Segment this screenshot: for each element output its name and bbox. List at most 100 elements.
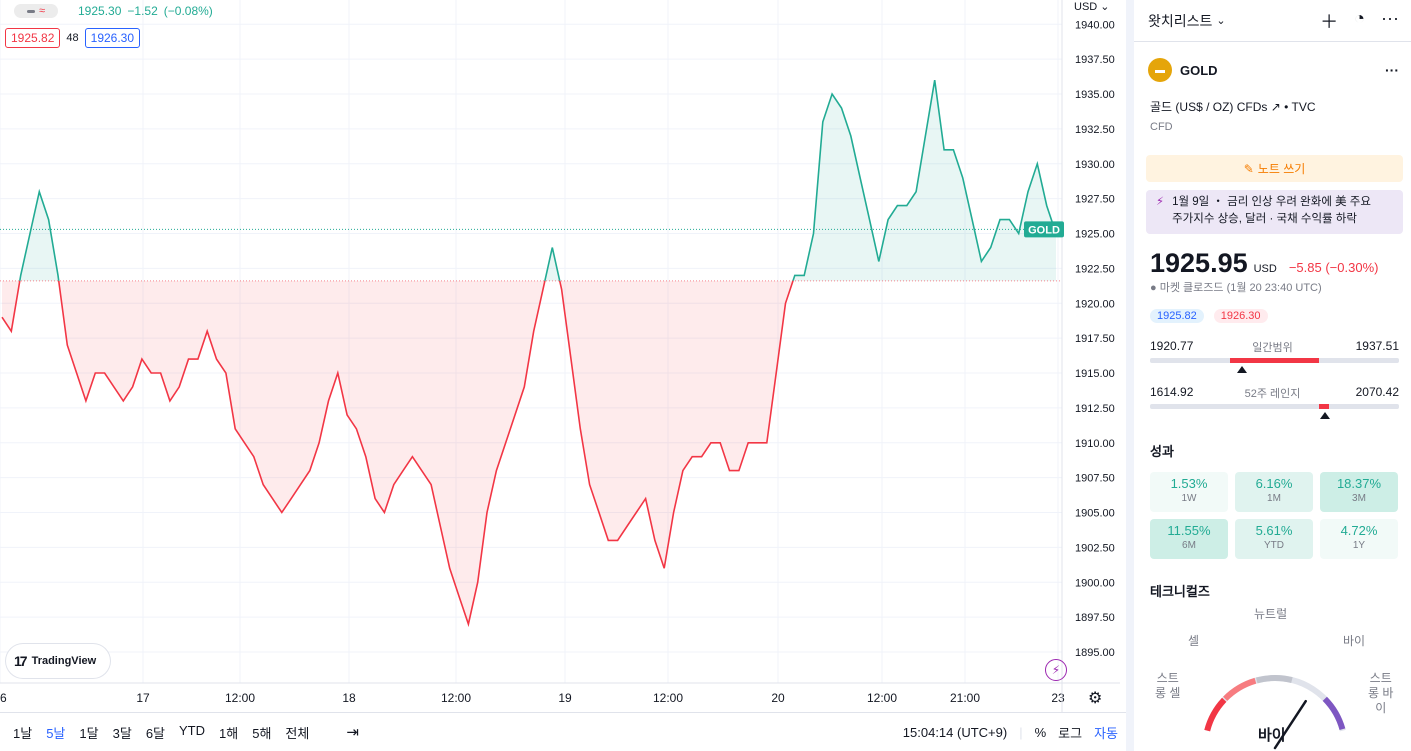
technicals-title[interactable]: 테크니컬즈 xyxy=(1150,584,1210,599)
gauge-neutral: 뉴트럴 xyxy=(1254,607,1288,621)
range-button[interactable]: 3달 xyxy=(112,725,132,741)
range-button[interactable]: 6달 xyxy=(145,725,166,741)
series-line-down xyxy=(1,280,794,628)
chart-area[interactable]: 1940.00 1937.50 1935.00 1932.50 1930.00 1927.… xyxy=(0,0,1120,712)
performance-label: 6M xyxy=(1182,540,1196,551)
add-icon[interactable]: ＋ xyxy=(1320,12,1339,32)
bid-box[interactable]: 1925.82 xyxy=(5,28,61,48)
week-range-track xyxy=(1150,404,1399,409)
symbol-desc-text[interactable]: 골드 (US$ / OZ) CFDs xyxy=(1150,100,1268,114)
performance-value: 11.55% xyxy=(1167,523,1211,538)
range-button[interactable]: 1날 xyxy=(13,725,33,741)
legend-price: 1925.30 xyxy=(78,4,122,18)
clock[interactable]: 15:04:14 (UTC+9) xyxy=(902,724,1008,740)
x-tick-label: 21:00 xyxy=(950,691,980,705)
gauge-segment xyxy=(1223,677,1257,701)
gauge-strong-buy-2: 롱 바 xyxy=(1368,686,1394,700)
day-range-marker xyxy=(1237,366,1248,373)
gear-icon[interactable]: ⚙ xyxy=(1088,690,1103,707)
gauge-strong-sell: 스트 롱 셀 xyxy=(1155,671,1180,701)
price-currency: USD xyxy=(1253,263,1277,275)
technicals-gauge xyxy=(1204,675,1346,750)
sidebar-bid: 1925.82 xyxy=(1150,309,1204,323)
performance-cell[interactable]: 11.55% 6M xyxy=(1150,519,1228,559)
day-range: 1920.77 1937.51 일간범위 xyxy=(1134,333,1411,379)
chevron-down-icon[interactable]: ⌄ xyxy=(1216,15,1226,27)
lightning-icon[interactable]: ⚡ xyxy=(1045,659,1067,681)
range-button[interactable]: YTD xyxy=(179,722,206,738)
performance-cell[interactable]: 6.16% 1M xyxy=(1235,472,1313,512)
y-tick-label: 1940.00 xyxy=(1075,19,1115,31)
gauge-needle xyxy=(1273,699,1307,750)
bolt-icon: ⚡ xyxy=(1156,196,1165,208)
price-chart[interactable]: 1940.00 1937.50 1935.00 1932.50 1930.00 1927.… xyxy=(0,0,1120,712)
performance-value: 18.37% xyxy=(1336,476,1382,491)
week-range-label: 52주 레인지 xyxy=(1244,388,1301,400)
exchange-name: TVC xyxy=(1291,100,1316,114)
news-line-2: 주가지수 상승, 달러 · 국채 수익률 하락 xyxy=(1172,213,1357,225)
tv-logo-icon: 17 xyxy=(14,653,28,669)
market-time: (1월 20 23:40 UTC) xyxy=(1226,282,1322,294)
write-note-label: 노트 쓰기 xyxy=(1257,162,1306,176)
range-button[interactable]: 5해 xyxy=(252,725,272,741)
symbol-more-icon[interactable]: ··· xyxy=(1385,62,1399,78)
y-tick-label: 1897.50 xyxy=(1075,612,1115,624)
calendar-icon[interactable]: ⇥ xyxy=(346,724,359,741)
x-tick-label: 20 xyxy=(771,691,785,705)
price-row: 1925.95 USD −5.85 (−0.30%) xyxy=(1134,234,1411,279)
legend-toggle[interactable]: ≈ xyxy=(14,4,58,18)
range-button[interactable]: 전체 xyxy=(285,725,310,741)
y-tick-label: 1937.50 xyxy=(1075,54,1115,66)
percent-toggle[interactable]: % xyxy=(1034,724,1047,740)
log-toggle[interactable]: 로그 xyxy=(1058,725,1083,741)
axis-currency[interactable]: USD ⌄ xyxy=(1074,1,1110,13)
day-range-fill xyxy=(1229,358,1320,363)
legend-change-pct: (−0.08%) xyxy=(163,4,213,18)
minus-icon xyxy=(26,9,35,13)
auto-toggle[interactable]: 자동 xyxy=(1094,725,1118,741)
bottom-toolbar: 1날 5날 1달 3달 6달 YTD 1해 5해 전체 ⇥ 15:04:14 (UTC+9) |… xyxy=(0,712,1126,751)
x-tick-label: 17 xyxy=(136,691,150,705)
range-button[interactable]: 1달 xyxy=(79,725,99,741)
performance-title: 성과 xyxy=(1150,444,1174,459)
news-item[interactable]: ⚡ 1월 9일 ・ 금리 인상 우려 완화에 美 주요 주가지수 상승, 달러 … xyxy=(1146,190,1403,234)
tradingview-logo[interactable]: 17 TradingView xyxy=(6,644,110,678)
y-tick-label: 1927.50 xyxy=(1075,194,1115,206)
more-icon[interactable]: ··· xyxy=(1381,8,1399,28)
pie-chart-icon[interactable]: ◔ xyxy=(1354,8,1366,28)
day-high: 1937.51 xyxy=(1355,339,1399,353)
performance-cell[interactable]: 18.37% 3M xyxy=(1320,472,1398,512)
performance-label: 1Y xyxy=(1352,540,1366,551)
performance-label: 1W xyxy=(1181,493,1197,504)
watchlist-title[interactable]: 왓치리스트 xyxy=(1148,12,1213,29)
x-tick-label: 23 xyxy=(1051,691,1065,705)
bid-ask-legend: 1925.82 48 1926.30 xyxy=(5,28,141,48)
gauge-buy: 바이 xyxy=(1343,634,1366,648)
market-dot-icon: ● xyxy=(1150,282,1157,294)
gauge-strong-buy-3: 이 xyxy=(1375,701,1387,715)
area-fill-down xyxy=(2,280,1056,625)
market-status: ● 마켓 클로즈드 (1월 20 23:40 UTC) xyxy=(1134,279,1411,295)
ask-box[interactable]: 1926.30 xyxy=(84,28,141,48)
performance-cell[interactable]: 4.72% 1Y xyxy=(1320,519,1398,559)
range-button[interactable]: 5날 xyxy=(46,725,66,741)
performance-cell[interactable]: 5.61% YTD xyxy=(1235,519,1313,559)
performance-cell[interactable]: 1.53% 1W xyxy=(1150,472,1228,512)
pencil-icon: ✎ xyxy=(1243,161,1254,176)
performance-grid: 1.53% 1W 6.16% 1M 18.37% 3M 11.55% 6M 5.61% YTD 4.… xyxy=(1134,460,1411,559)
panel-splitter[interactable] xyxy=(1126,0,1134,751)
range-button[interactable]: 1해 xyxy=(219,725,239,741)
y-tick-label: 1922.50 xyxy=(1075,263,1115,275)
symbol-name[interactable]: GOLD xyxy=(1180,62,1218,78)
date-ranges: 1날 5날 1달 3달 6달 YTD 1해 5해 전체 xyxy=(0,723,316,742)
performance-value: 1.53% xyxy=(1170,476,1208,491)
symbol-description: 골드 (US$ / OZ) CFDs ↗ • TVC xyxy=(1150,100,1316,114)
write-note-button[interactable]: ✎ 노트 쓰기 xyxy=(1146,155,1403,182)
y-tick-label: 1910.00 xyxy=(1075,438,1115,450)
gauge-strong-buy-1: 스트 xyxy=(1369,671,1392,685)
price-change: −5.85 (−0.30%) xyxy=(1288,260,1379,275)
external-link-icon[interactable]: ↗ xyxy=(1270,100,1281,114)
y-tick-label: 1905.00 xyxy=(1075,508,1115,520)
performance-label: YTD xyxy=(1264,540,1284,551)
x-tick-label: 12:00 xyxy=(867,691,897,705)
